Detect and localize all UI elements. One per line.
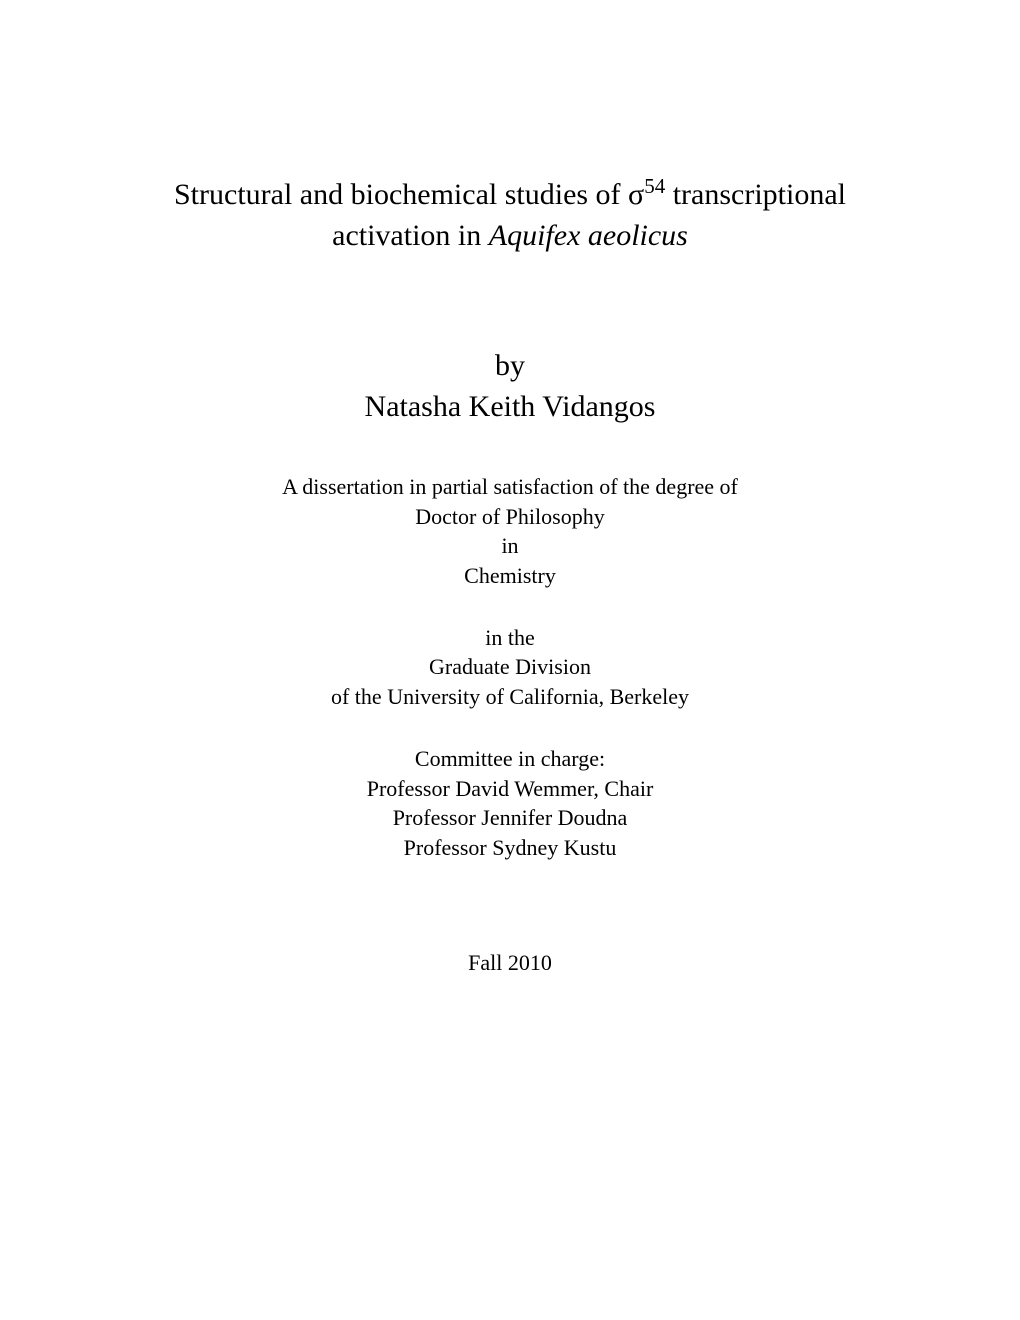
committee-chair: Professor David Wemmer, Chair — [130, 774, 890, 804]
dissertation-description: A dissertation in partial satisfaction o… — [130, 472, 890, 591]
title-line2-prefix: activation in — [332, 219, 489, 252]
dissertation-line-4: Chemistry — [130, 561, 890, 591]
title-middle: transcriptional — [665, 178, 846, 211]
division-line-2: Graduate Division — [130, 652, 890, 682]
committee-member-1: Professor Jennifer Doudna — [130, 803, 890, 833]
dissertation-line-1: A dissertation in partial satisfaction o… — [130, 472, 890, 502]
committee-member-2: Professor Sydney Kustu — [130, 833, 890, 863]
title-line-2: activation in Aquifex aeolicus — [130, 216, 890, 257]
dissertation-line-3: in — [130, 531, 890, 561]
title-species-name: Aquifex aeolicus — [489, 219, 688, 252]
committee-section: Committee in charge: Professor David Wem… — [130, 744, 890, 863]
dissertation-title: Structural and biochemical studies of σ5… — [130, 175, 890, 256]
title-superscript: 54 — [644, 174, 665, 198]
division-line-3: of the University of California, Berkele… — [130, 682, 890, 712]
date: Fall 2010 — [130, 948, 890, 978]
title-line-1: Structural and biochemical studies of σ5… — [130, 175, 890, 216]
committee-heading: Committee in charge: — [130, 744, 890, 774]
division-line-1: in the — [130, 623, 890, 653]
dissertation-line-2: Doctor of Philosophy — [130, 502, 890, 532]
byline: by Natasha Keith Vidangos — [130, 346, 890, 427]
title-prefix: Structural and biochemical studies of σ — [174, 178, 644, 211]
author-name: Natasha Keith Vidangos — [130, 387, 890, 428]
division-info: in the Graduate Division of the Universi… — [130, 623, 890, 712]
by-label: by — [130, 346, 890, 387]
